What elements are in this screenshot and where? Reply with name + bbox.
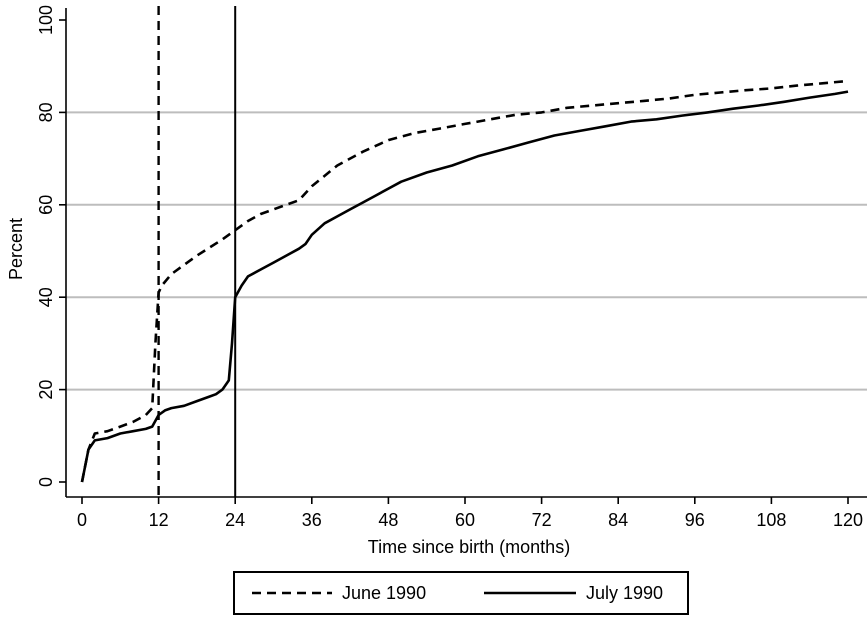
legend: June 1990 July 1990 xyxy=(233,571,689,615)
reference-lines xyxy=(157,6,237,497)
y-axis-title: Percent xyxy=(6,218,26,280)
y-tick-label-0: 0 xyxy=(36,477,56,487)
x-tick-label-60: 60 xyxy=(455,510,475,530)
x-tick-label-36: 36 xyxy=(302,510,322,530)
gridlines xyxy=(66,111,867,391)
x-tick-label-120: 120 xyxy=(833,510,863,530)
y-tick-label-20: 20 xyxy=(36,380,56,400)
series-lines xyxy=(80,79,849,483)
tick-labels: 0 20 40 60 80 100 0 12 24 36 48 60 72 84 96 108 120 xyxy=(36,5,863,530)
y-tick-label-60: 60 xyxy=(36,195,56,215)
legend-label-july-1990: July 1990 xyxy=(586,583,663,603)
x-tick-label-108: 108 xyxy=(756,510,786,530)
y-tick-label-100: 100 xyxy=(36,5,56,35)
x-tick-label-84: 84 xyxy=(608,510,628,530)
axes xyxy=(59,8,867,504)
x-tick-label-72: 72 xyxy=(532,510,552,530)
series-line-july-1990 xyxy=(80,90,849,483)
y-tick-label-40: 40 xyxy=(36,287,56,307)
y-tick-label-80: 80 xyxy=(36,102,56,122)
x-tick-label-0: 0 xyxy=(77,510,87,530)
x-tick-label-96: 96 xyxy=(685,510,705,530)
legend-label-june-1990: June 1990 xyxy=(342,583,426,603)
x-tick-label-24: 24 xyxy=(225,510,245,530)
x-axis-title: Time since birth (months) xyxy=(368,537,570,557)
legend-box xyxy=(233,571,689,615)
x-tick-label-12: 12 xyxy=(149,510,169,530)
x-tick-label-48: 48 xyxy=(378,510,398,530)
series-line-june-1990 xyxy=(80,79,849,483)
